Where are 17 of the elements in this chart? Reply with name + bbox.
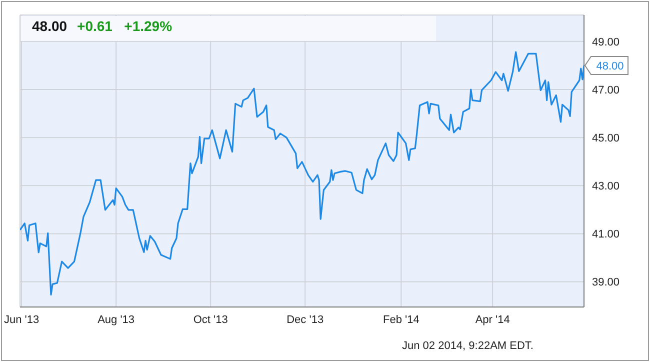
annotation: 48.00 — [596, 60, 624, 72]
x-tick-label: Jun '13 — [4, 314, 40, 326]
x-tick-label: Oct '13 — [193, 314, 228, 326]
y-tick-label: 43.00 — [592, 180, 620, 193]
x-tick-label: Apr '14 — [475, 314, 510, 326]
y-tick-label: 39.00 — [592, 276, 620, 289]
x-tick-label: Aug '13 — [98, 314, 135, 326]
y-tick-label: 49.00 — [592, 36, 620, 48]
y-tick-label: 41.00 — [592, 228, 620, 241]
chart-subtitle: +0.61 +1.29% — [77, 18, 172, 34]
line-series — [20, 51, 584, 296]
x-tick-label: Feb '14 — [382, 314, 420, 326]
chart-title: 48.00 — [32, 18, 68, 34]
y-tick-label: 45.00 — [592, 132, 620, 144]
x-tick-label: Dec '13 — [286, 314, 324, 326]
y-tick-label: 47.00 — [592, 84, 620, 96]
text: Jun 02 2014, 9:22AM EDT. — [402, 340, 534, 352]
